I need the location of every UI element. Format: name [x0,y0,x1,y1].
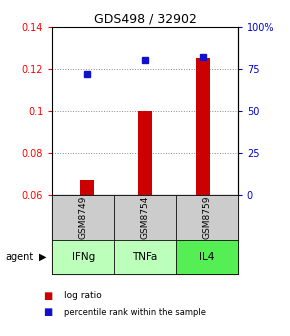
Text: ▶: ▶ [39,252,47,262]
Text: percentile rank within the sample: percentile rank within the sample [64,308,206,317]
Text: TNFa: TNFa [132,252,158,262]
Text: GSM8749: GSM8749 [79,196,88,239]
Text: agent: agent [6,252,34,262]
Text: ■: ■ [44,307,53,318]
Text: IL4: IL4 [199,252,215,262]
Text: GSM8759: GSM8759 [202,196,211,239]
Title: GDS498 / 32902: GDS498 / 32902 [94,13,196,26]
Text: IFNg: IFNg [72,252,95,262]
Text: ■: ■ [44,291,53,301]
Text: log ratio: log ratio [64,291,102,300]
Bar [138,111,152,195]
Bar [80,180,94,195]
Text: GSM8754: GSM8754 [140,196,150,239]
Bar [196,58,210,195]
